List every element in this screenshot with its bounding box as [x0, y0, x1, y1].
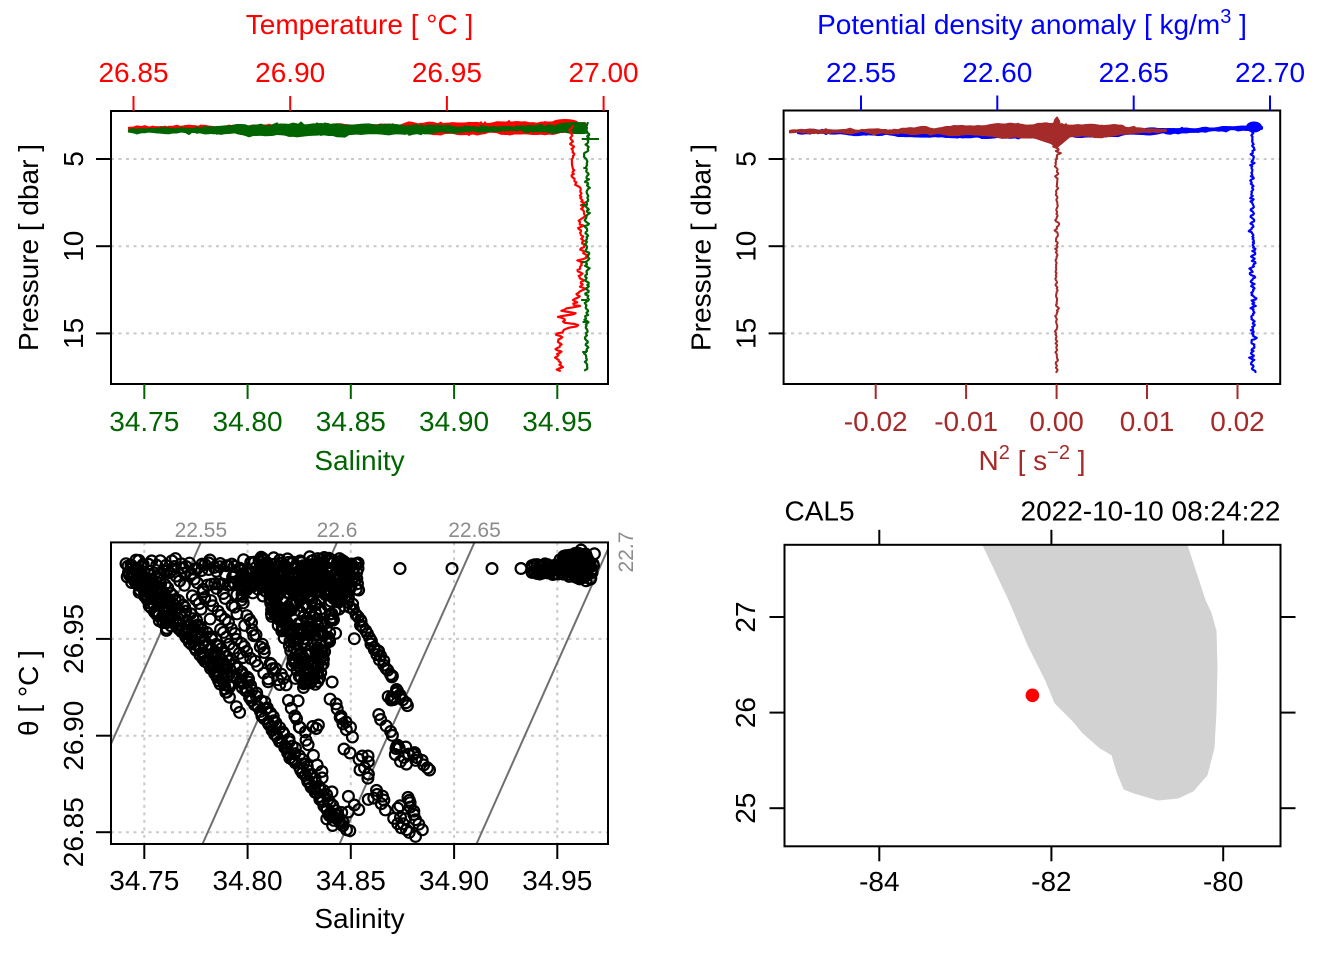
svg-text:0.00: 0.00	[1029, 406, 1084, 437]
svg-text:22.60: 22.60	[962, 57, 1032, 88]
svg-text:Salinity: Salinity	[314, 445, 404, 476]
svg-text:34.85: 34.85	[316, 865, 386, 896]
svg-text:θ [ °C ]: θ [ °C ]	[13, 650, 44, 736]
svg-text:34.75: 34.75	[109, 406, 179, 437]
svg-text:34.75: 34.75	[109, 865, 179, 896]
svg-text:34.90: 34.90	[419, 865, 489, 896]
svg-text:15: 15	[58, 318, 89, 349]
svg-text:10: 10	[58, 231, 89, 262]
svg-text:34.80: 34.80	[213, 865, 283, 896]
svg-text:-80: -80	[1203, 866, 1243, 897]
svg-text:-0.01: -0.01	[934, 406, 998, 437]
svg-text:22.55: 22.55	[175, 519, 228, 542]
svg-text:26.95: 26.95	[58, 604, 89, 674]
svg-text:26.95: 26.95	[412, 57, 482, 88]
svg-text:34.95: 34.95	[522, 865, 592, 896]
svg-text:CAL5: CAL5	[785, 496, 855, 527]
svg-text:22.70: 22.70	[1235, 57, 1305, 88]
svg-text:Temperature [ °C ]: Temperature [ °C ]	[246, 9, 474, 40]
svg-text:5: 5	[731, 151, 762, 167]
svg-text:26: 26	[730, 697, 761, 728]
svg-text:26.85: 26.85	[58, 797, 89, 867]
svg-text:27: 27	[730, 601, 761, 632]
svg-text:26.85: 26.85	[98, 57, 168, 88]
svg-text:-0.02: -0.02	[844, 406, 908, 437]
svg-text:34.85: 34.85	[316, 406, 386, 437]
svg-text:-84: -84	[859, 866, 899, 897]
svg-text:0.01: 0.01	[1120, 406, 1175, 437]
svg-text:Potential density anomaly [ kg: Potential density anomaly [ kg/m3 ]	[817, 6, 1247, 40]
svg-text:10: 10	[731, 231, 762, 262]
svg-text:15: 15	[731, 318, 762, 349]
svg-text:27.00: 27.00	[569, 57, 639, 88]
svg-text:Pressure [ dbar ]: Pressure [ dbar ]	[686, 144, 717, 351]
svg-text:0.02: 0.02	[1210, 406, 1265, 437]
svg-text:34.80: 34.80	[213, 406, 283, 437]
svg-text:22.7: 22.7	[615, 532, 638, 573]
svg-text:34.90: 34.90	[419, 406, 489, 437]
svg-text:-82: -82	[1031, 866, 1071, 897]
svg-text:2022-10-10 08:24:22: 2022-10-10 08:24:22	[1021, 496, 1281, 527]
svg-text:22.65: 22.65	[1099, 57, 1169, 88]
svg-text:34.95: 34.95	[522, 406, 592, 437]
svg-text:22.65: 22.65	[448, 519, 501, 542]
svg-text:22.55: 22.55	[826, 57, 896, 88]
svg-text:25: 25	[730, 793, 761, 824]
svg-text:26.90: 26.90	[255, 57, 325, 88]
svg-text:Salinity: Salinity	[314, 903, 404, 934]
svg-text:5: 5	[58, 151, 89, 167]
svg-text:22.6: 22.6	[317, 519, 358, 542]
svg-text:26.90: 26.90	[58, 701, 89, 771]
svg-text:Pressure [ dbar ]: Pressure [ dbar ]	[13, 144, 44, 351]
svg-text:N2 [ s−2 ]: N2 [ s−2 ]	[978, 442, 1085, 476]
